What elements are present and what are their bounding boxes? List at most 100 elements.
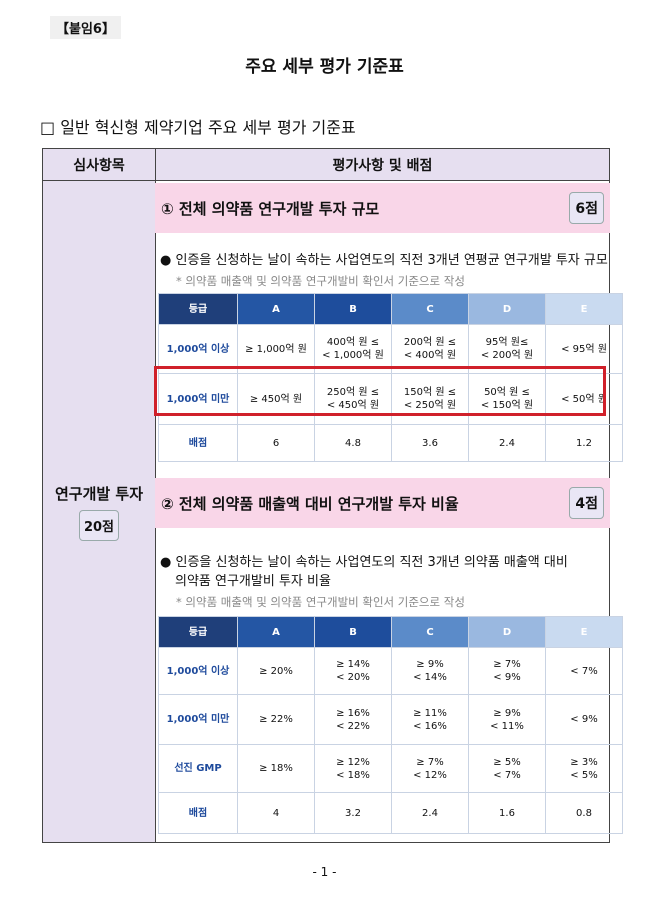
category-score: 20점	[78, 509, 120, 541]
cell-line: < 250억 원	[403, 400, 457, 411]
grade-cell: 3.6	[391, 424, 469, 462]
cell-line: < 7%	[493, 769, 521, 781]
cell-line: < 22%	[336, 720, 370, 732]
grade-row: 배점 6 4.8 3.6 2.4 1.2	[158, 424, 623, 462]
grade-header: D	[468, 293, 546, 325]
grade-table: 등급 A B C D E 1,000억 이상 ≥ 1,000억 원 400억 원 ≤ < 1,00…	[158, 293, 623, 462]
grade-row: 선진 GMP ≥ 18% ≥ 12% < 18% ≥ 7% < 12% ≥ 5% < 7% ≥ …	[158, 744, 623, 793]
grade-cell: 1.2	[545, 424, 623, 462]
cell-line: ≥ 11%	[413, 707, 447, 719]
grade-cell: < 9%	[545, 694, 623, 745]
bullet: ● 인증을 신청하는 날이 속하는 사업연도의 직전 3개년 의약품 매출액 대…	[160, 553, 568, 591]
grade-header: E	[545, 293, 623, 325]
page-number: - 1 -	[312, 865, 337, 879]
bullet: ● 인증을 신청하는 날이 속하는 사업연도의 직전 3개년 연평균 연구개발 …	[160, 251, 608, 270]
cell-line: 1,000억 이상	[166, 343, 230, 355]
grade-header: B	[314, 293, 392, 325]
cell-line: ≥ 16%	[336, 707, 370, 719]
grade-cell: ≥ 11% < 16%	[391, 694, 469, 745]
grade-row: 1,000억 이상 ≥ 1,000억 원 400억 원 ≤ < 1,000억 원 200…	[158, 324, 623, 374]
cell-line: 50억 원 ≤	[484, 387, 530, 398]
bullet-text: 인증을 신청하는 날이 속하는 사업연도의 직전 3개년 연평균 연구개발 투자…	[175, 253, 608, 268]
grade-cell: 선진 GMP	[158, 744, 238, 793]
cell-line: 95억 원≤	[485, 337, 529, 348]
bullet-text: 인증을 신청하는 날이 속하는 사업연도의 직전 3개년 의약품 매출액 대비	[175, 555, 568, 570]
grade-cell: ≥ 9% < 14%	[391, 647, 469, 695]
cell-line: < 18%	[336, 769, 370, 781]
grade-cell: ≥ 14% < 20%	[314, 647, 392, 695]
cell-line: 1,000억 미만	[166, 714, 230, 725]
grade-cell: ≥ 7% < 12%	[391, 744, 469, 793]
cell-line: ≥ 1,000억 원	[245, 343, 307, 355]
item-title: ② 전체 의약품 매출액 대비 연구개발 투자 비율 4점	[155, 478, 610, 528]
cell-line: 250억 원 ≤	[326, 387, 380, 398]
section-heading: □ 일반 혁신형 제약기업 주요 세부 평가 기준표	[40, 118, 356, 137]
grade-header: 등급	[158, 616, 238, 648]
cell-line: < 50억 원	[561, 393, 607, 405]
grade-header: C	[391, 293, 469, 325]
cell-line: ≥ 20%	[259, 665, 293, 677]
grade-row: 1,000억 미만 ≥ 450억 원 250억 원 ≤ < 450억 원 150억 원 …	[158, 373, 623, 425]
grade-cell: 250억 원 ≤ < 450억 원	[314, 373, 392, 425]
cell-line: 4.8	[345, 437, 361, 449]
cell-line: ≥ 22%	[259, 714, 293, 725]
cell-line: < 5%	[570, 769, 598, 781]
cell-line: ≥ 7%	[493, 659, 521, 670]
category-label: 연구개발 투자	[54, 484, 144, 503]
cell-line: < 95억 원	[561, 343, 607, 355]
cell-line: < 400억 원	[403, 350, 457, 361]
grade-cell: 1.6	[468, 792, 546, 834]
header-cell: 평가사항 및 배점	[155, 148, 610, 181]
cell-line: ≥ 450억 원	[249, 393, 303, 405]
cell-line: 1.2	[576, 437, 592, 449]
doc-title: 주요 세부 평가 기준표	[245, 57, 404, 77]
cell-line: 1,000억 이상	[166, 665, 230, 677]
cell-line: 배점	[188, 807, 208, 819]
highlight-box	[154, 366, 606, 416]
bullet-dot: ●	[160, 555, 176, 570]
cell-line: 2.4	[422, 807, 438, 819]
grade-cell: 2.4	[468, 424, 546, 462]
cell-line: ≥ 9%	[493, 707, 521, 719]
cell-line: ≥ 7%	[416, 756, 444, 768]
grade-cell: ≥ 12% < 18%	[314, 744, 392, 793]
grade-header-row: 등급 A B C D E	[158, 293, 623, 325]
grade-header: D	[468, 616, 546, 648]
grade-cell: ≥ 1,000억 원	[237, 324, 315, 374]
bullet-text: 의약품 연구개발비 투자 비율	[175, 574, 331, 589]
note: * 의약품 매출액 및 의약품 연구개발비 확인서 기준으로 작성	[176, 595, 465, 609]
grade-cell: < 50억 원	[545, 373, 623, 425]
cell-line: 3.6	[422, 437, 438, 449]
cell-line: < 9%	[493, 672, 521, 683]
grade-header: 등급	[158, 293, 238, 325]
cell-line: 200억 원 ≤	[403, 337, 457, 348]
grade-cell: 6	[237, 424, 315, 462]
cell-line: ≥ 9%	[416, 659, 444, 670]
grade-cell: 400억 원 ≤ < 1,000억 원	[314, 324, 392, 374]
grade-cell: ≥ 16% < 22%	[314, 694, 392, 745]
grade-cell: 3.2	[314, 792, 392, 834]
grade-header: A	[237, 616, 315, 648]
grade-header: B	[314, 616, 392, 648]
cell-line: ≥ 14%	[336, 659, 370, 670]
grade-cell: ≥ 22%	[237, 694, 315, 745]
cell-line: 선진 GMP	[174, 763, 222, 774]
grade-cell: ≥ 5% < 7%	[468, 744, 546, 793]
grade-cell: < 7%	[545, 647, 623, 695]
bullet-dot: ●	[160, 253, 176, 268]
cell-line: < 14%	[413, 672, 447, 683]
note: * 의약품 매출액 및 의약품 연구개발비 확인서 기준으로 작성	[176, 274, 465, 288]
item-score: 6점	[569, 192, 604, 224]
grade-cell: 200억 원 ≤ < 400억 원	[391, 324, 469, 374]
grade-cell: ≥ 7% < 9%	[468, 647, 546, 695]
grade-cell: 2.4	[391, 792, 469, 834]
cell-line: ≥ 12%	[336, 756, 370, 768]
item-title: ① 전체 의약품 연구개발 투자 규모 6점	[155, 183, 610, 233]
cell-line: < 150억 원	[480, 400, 534, 411]
grade-row: 1,000억 이상 ≥ 20% ≥ 14% < 20% ≥ 9% < 14% ≥ 7% < 9…	[158, 647, 623, 695]
category-cell: 연구개발 투자 20점	[42, 180, 156, 843]
grade-cell: ≥ 3% < 5%	[545, 744, 623, 793]
cell-line: 3.2	[345, 807, 361, 819]
cell-line: < 12%	[413, 769, 447, 781]
cell-line: < 16%	[413, 720, 447, 732]
